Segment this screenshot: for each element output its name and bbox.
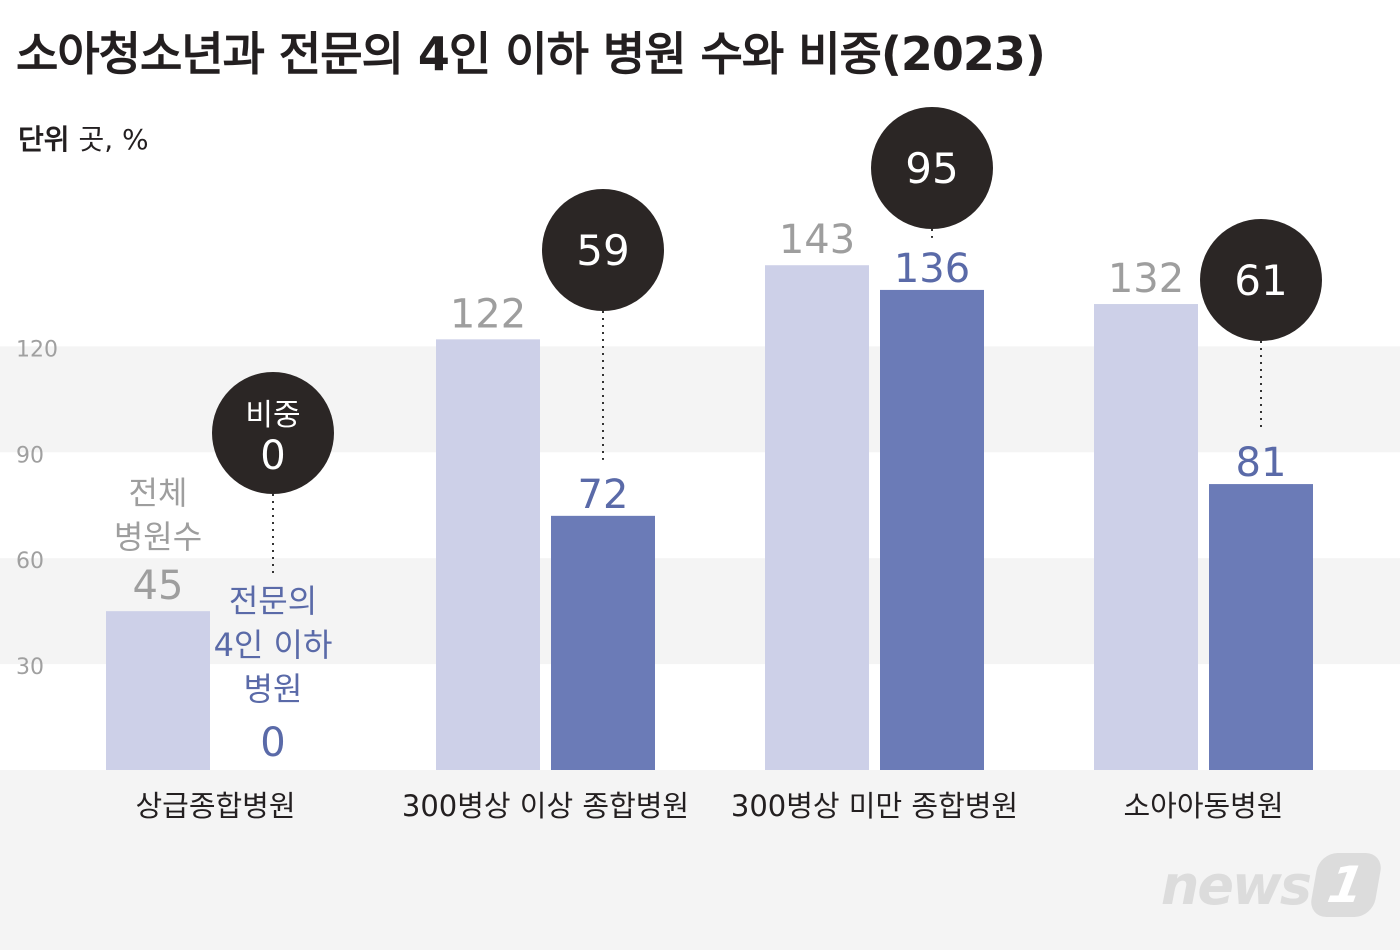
x-category-label: 상급종합병원	[135, 789, 295, 823]
x-category-label: 소아아동병원	[1123, 789, 1283, 823]
share-bubble	[1200, 219, 1322, 341]
bar-total	[1094, 304, 1198, 770]
logo-mark: 1	[1308, 853, 1384, 917]
data-label-total: 143	[779, 217, 855, 263]
data-label-specialist: 136	[894, 246, 970, 292]
y-tick-label: 60	[16, 549, 44, 574]
news1-logo: news 1	[1160, 850, 1384, 920]
bar-specialist	[880, 289, 984, 770]
data-label-specialist: 81	[1236, 440, 1287, 486]
share-bubble	[542, 189, 664, 311]
share-bubble-value: 0	[260, 433, 285, 479]
bar-specialist	[551, 515, 655, 770]
share-bubble-value: 95	[905, 144, 958, 193]
series-annotation-total: 병원수	[114, 518, 202, 556]
unit-label: 단위 곳, %	[18, 118, 149, 158]
chart-title: 소아청소년과 전문의 4인 이하 병원 수와 비중(2023)	[16, 27, 1046, 81]
bar-total	[765, 265, 869, 770]
share-bubble-label: 비중	[245, 398, 300, 433]
y-tick-label: 120	[16, 337, 58, 362]
data-label-total: 132	[1108, 256, 1184, 302]
data-label-specialist: 72	[578, 472, 629, 518]
series-annotation-total: 전체	[129, 474, 188, 512]
x-category-label: 300병상 미만 종합병원	[731, 789, 1018, 823]
series-annotation-specialist: 전문의	[229, 582, 317, 620]
data-label-total: 45	[133, 563, 184, 609]
share-bubble-value: 59	[576, 226, 629, 275]
y-tick-label: 90	[16, 443, 44, 468]
logo-text: news	[1160, 853, 1312, 917]
series-annotation-specialist: 병원	[244, 670, 303, 708]
share-bubble-value: 61	[1234, 256, 1287, 305]
unit-label-key: 단위	[18, 123, 70, 156]
bar-total	[436, 339, 540, 770]
series-annotation-specialist: 4인 이하	[214, 626, 333, 664]
bar-total	[106, 611, 210, 770]
data-label-total: 122	[450, 291, 526, 337]
data-label-specialist: 0	[260, 720, 285, 766]
x-category-label: 300병상 이상 종합병원	[402, 789, 689, 823]
share-bubble	[212, 372, 334, 494]
share-bubble	[871, 107, 993, 229]
unit-label-value: 곳, %	[78, 123, 149, 156]
y-tick-label: 30	[16, 655, 44, 680]
axis-band	[0, 770, 1400, 950]
bar-specialist	[1209, 484, 1313, 770]
